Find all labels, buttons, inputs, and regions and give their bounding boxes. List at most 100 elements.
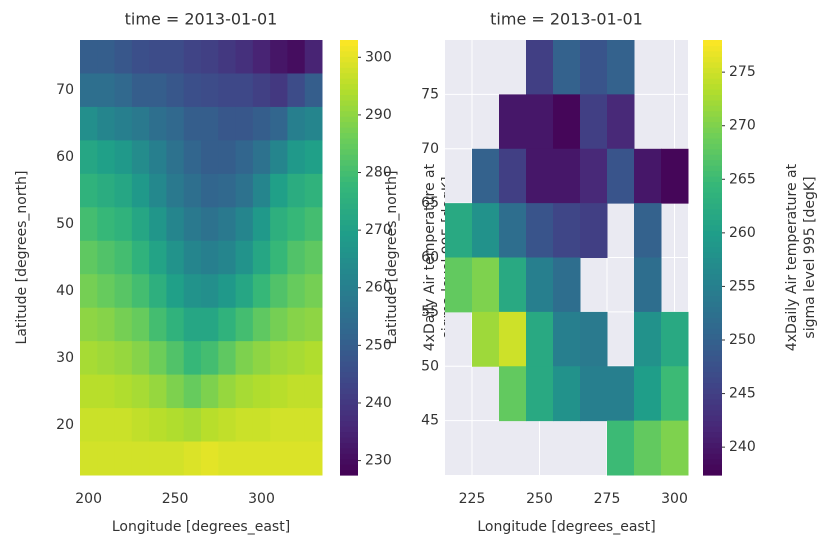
colorbar-segment bbox=[703, 328, 722, 335]
heat-cell bbox=[270, 441, 288, 476]
heat-cell bbox=[270, 374, 288, 409]
heat-cell bbox=[252, 73, 271, 108]
colorbar-segment bbox=[340, 431, 358, 438]
heat-cell bbox=[270, 307, 288, 342]
heat-cell bbox=[580, 366, 608, 422]
heat-cell bbox=[166, 173, 185, 208]
heat-cell bbox=[131, 307, 150, 342]
colorbar-segment bbox=[703, 192, 722, 199]
heat-cell bbox=[114, 207, 133, 242]
heat-cell bbox=[526, 40, 554, 95]
heat-cell bbox=[270, 173, 288, 208]
colorbar-segment bbox=[340, 469, 358, 476]
heat-cell bbox=[183, 341, 202, 376]
colorbar-segment bbox=[703, 290, 722, 297]
colorbar-segment bbox=[340, 426, 358, 433]
colorbar-segment bbox=[703, 420, 722, 427]
colorbar-segment bbox=[703, 235, 722, 242]
colorbar-segment bbox=[703, 262, 722, 269]
colorbar-segment bbox=[703, 197, 722, 204]
colorbar-segment bbox=[703, 284, 722, 291]
x-axis-label: Longitude [degrees_east] bbox=[477, 519, 655, 535]
colorbar-segment bbox=[340, 409, 358, 416]
colorbar-segment bbox=[703, 388, 722, 395]
heat-cell bbox=[218, 106, 237, 141]
colorbar-segment bbox=[703, 67, 722, 74]
heat-cell bbox=[183, 274, 202, 309]
colorbar-segment bbox=[340, 322, 358, 329]
heat-cell bbox=[97, 173, 116, 208]
heat-cell bbox=[235, 408, 254, 443]
heat-cell bbox=[80, 408, 98, 443]
colorbar-segment bbox=[703, 45, 722, 52]
heat-cell bbox=[304, 240, 323, 275]
colorbar-segment bbox=[703, 230, 722, 237]
heat-cell bbox=[201, 307, 219, 342]
colorbar-segment bbox=[340, 127, 358, 134]
heat-cell bbox=[499, 257, 527, 313]
heat-cell bbox=[526, 257, 554, 313]
colorbar-segment bbox=[703, 121, 722, 128]
heat-cell bbox=[526, 311, 554, 367]
colorbar-segment bbox=[703, 306, 722, 313]
heat-cell bbox=[287, 307, 306, 342]
colorbar-segment bbox=[703, 56, 722, 63]
colorbar-segment bbox=[340, 257, 358, 264]
colorbar-segment bbox=[340, 290, 358, 297]
colorbar-segment bbox=[340, 61, 358, 68]
heat-cell bbox=[270, 106, 288, 141]
colorbar-segment bbox=[703, 360, 722, 367]
colorbar-segment bbox=[703, 458, 722, 465]
colorbar-segment bbox=[340, 415, 358, 422]
y-tick-label: 45 bbox=[421, 413, 439, 429]
heat-cell bbox=[166, 408, 185, 443]
heat-cell bbox=[80, 274, 98, 309]
colorbar-segment bbox=[340, 116, 358, 123]
heat-cell bbox=[131, 408, 150, 443]
heat-cell bbox=[166, 307, 185, 342]
heat-cell bbox=[131, 173, 150, 208]
colorbar-segment bbox=[340, 328, 358, 335]
colorbar-tick-label: 240 bbox=[729, 439, 756, 455]
heat-cell bbox=[661, 420, 689, 476]
heat-cell bbox=[166, 341, 185, 376]
heat-cell bbox=[218, 207, 237, 242]
heat-cell bbox=[97, 274, 116, 309]
colorbar-segment bbox=[340, 252, 358, 259]
colorbar-segment bbox=[340, 377, 358, 384]
heat-cell bbox=[607, 420, 635, 476]
heat-cell bbox=[499, 203, 527, 258]
heat-cell bbox=[218, 307, 237, 342]
heat-cell bbox=[80, 374, 98, 409]
colorbar-segment bbox=[340, 382, 358, 389]
colorbar-segment bbox=[340, 192, 358, 199]
colorbar-segment bbox=[340, 137, 358, 144]
heat-cell bbox=[97, 73, 116, 108]
heat-cell bbox=[252, 341, 271, 376]
colorbar-segment bbox=[703, 246, 722, 253]
heat-cell bbox=[553, 148, 581, 204]
colorbar-segment bbox=[703, 355, 722, 362]
heat-cell bbox=[149, 106, 167, 141]
heat-cell bbox=[114, 307, 133, 342]
heat-cell bbox=[149, 40, 167, 74]
colorbar-segment bbox=[340, 230, 358, 237]
colorbar-segment bbox=[340, 148, 358, 155]
heat-cell bbox=[553, 366, 581, 422]
colorbar-segment bbox=[703, 105, 722, 112]
colorbar-segment bbox=[340, 453, 358, 460]
heat-cell bbox=[201, 140, 219, 175]
colorbar-segment bbox=[703, 208, 722, 215]
heat-cell bbox=[166, 140, 185, 175]
heat-cell bbox=[235, 240, 254, 275]
heat-cell bbox=[183, 106, 202, 141]
heat-cell bbox=[526, 94, 554, 150]
y-tick-label: 55 bbox=[421, 304, 439, 320]
colorbar-segment bbox=[340, 284, 358, 291]
colorbar-segment bbox=[703, 83, 722, 90]
colorbar-tick-label: 240 bbox=[365, 395, 392, 411]
heat-cell bbox=[634, 420, 662, 476]
colorbar-tick-label: 300 bbox=[365, 49, 392, 65]
heat-cell bbox=[252, 307, 271, 342]
heat-cell bbox=[661, 311, 689, 367]
